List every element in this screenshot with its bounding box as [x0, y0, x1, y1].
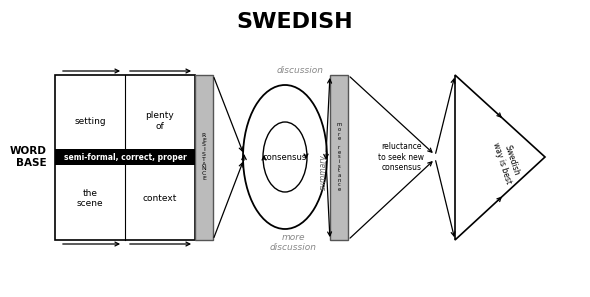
Text: SWEDISH: SWEDISH: [237, 12, 353, 32]
Text: summary: summary: [319, 154, 328, 190]
Text: setting: setting: [74, 117, 106, 126]
Text: more
discussion: more discussion: [270, 233, 316, 252]
Text: R
E
S
I
S
T
A
N
C
E: R E S I S T A N C E: [202, 133, 206, 181]
Text: m
o
r
e
 
r
e
s
i
s
t
a
n
c
e: m o r e r e s i s t a n c e: [336, 122, 342, 192]
Text: WORD
BASE: WORD BASE: [10, 146, 47, 168]
Text: reluctance
to seek new
consensus: reluctance to seek new consensus: [379, 142, 424, 172]
Bar: [195, 75, 213, 240]
Bar: [55, 149, 195, 165]
Bar: [330, 75, 348, 240]
Text: Swedish
way is best: Swedish way is best: [491, 138, 523, 186]
Text: context: context: [143, 194, 177, 203]
Text: consensus: consensus: [263, 152, 307, 162]
Text: discussion: discussion: [277, 66, 323, 75]
Text: plenty
of: plenty of: [146, 111, 175, 131]
Text: semi-formal, correct, proper: semi-formal, correct, proper: [64, 152, 186, 162]
Bar: [55, 75, 195, 240]
Text: the
scene: the scene: [77, 189, 103, 208]
